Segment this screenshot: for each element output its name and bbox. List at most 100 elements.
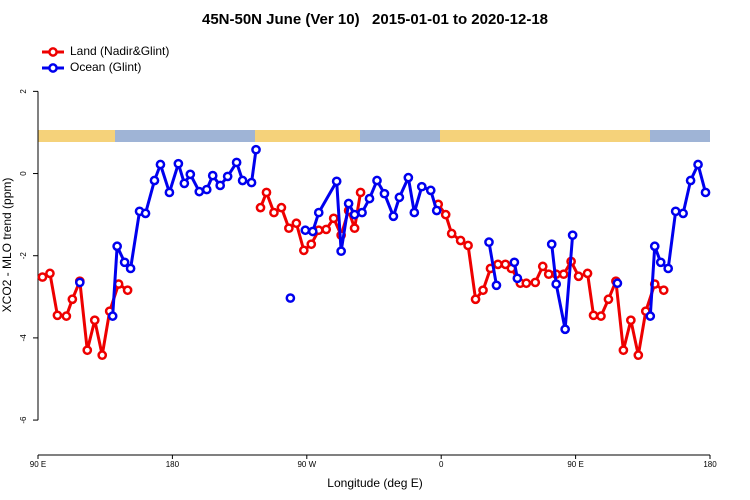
data-point — [173, 158, 184, 169]
data-point — [425, 185, 436, 196]
data-point — [379, 188, 390, 199]
data-point — [37, 272, 48, 282]
data-point — [645, 311, 656, 321]
data-point — [343, 198, 354, 209]
data-point — [331, 176, 342, 187]
x-tick-label: 90 E — [30, 460, 46, 469]
ocean-strip — [650, 130, 710, 142]
data-point — [285, 293, 296, 303]
data-point — [388, 211, 399, 222]
data-point — [693, 159, 703, 170]
y-tick-label: -2 — [19, 252, 28, 260]
data-point — [307, 226, 318, 237]
data-point — [237, 175, 248, 186]
data-point — [67, 294, 78, 305]
data-point — [596, 311, 606, 321]
data-point — [284, 223, 294, 234]
data-point — [649, 241, 660, 252]
chart-title: 45N-50N June (Ver 10) 2015-01-01 to 2020… — [202, 11, 548, 28]
x-tick-label: 90 W — [297, 460, 316, 469]
data-point — [546, 239, 557, 250]
data-point — [521, 278, 532, 289]
data-point — [52, 310, 63, 321]
data-point — [478, 285, 488, 296]
data-point — [119, 257, 130, 268]
data-point — [543, 269, 554, 280]
data-point — [149, 175, 160, 186]
land-strip — [440, 130, 650, 142]
data-point — [612, 278, 623, 289]
data-point — [678, 208, 688, 219]
data-point — [626, 315, 636, 326]
data-point — [306, 239, 317, 250]
data-point — [560, 324, 570, 335]
land-ocean-strip — [38, 130, 710, 142]
legend-marker — [48, 47, 58, 57]
data-point — [185, 169, 196, 180]
data-point — [618, 345, 629, 356]
data-point — [298, 245, 309, 256]
data-point — [155, 159, 166, 170]
data-point — [357, 207, 367, 218]
data-point — [349, 223, 360, 234]
data-point — [446, 228, 457, 239]
data-point — [89, 315, 100, 326]
data-point — [588, 310, 599, 321]
x-tick-label: 90 E — [567, 460, 583, 469]
data-point — [207, 170, 218, 181]
data-point — [663, 263, 674, 274]
data-point — [512, 273, 523, 284]
data-point — [431, 205, 442, 216]
data-point — [582, 268, 593, 279]
data-point — [82, 345, 93, 356]
data-point — [300, 225, 311, 236]
data-point — [658, 285, 669, 296]
data-point — [140, 208, 151, 219]
data-point — [463, 240, 473, 251]
data-point — [112, 241, 122, 252]
y-tick-label: 2 — [19, 89, 28, 94]
data-point — [493, 259, 503, 270]
data-point — [455, 235, 466, 246]
data-point — [409, 207, 420, 218]
data-point — [416, 181, 427, 192]
data-point — [567, 230, 578, 241]
data-point — [558, 269, 569, 280]
data-point — [700, 187, 711, 198]
x-axis-label: Longitude (deg E) — [327, 476, 422, 490]
ocean-strip — [115, 130, 255, 142]
data-point — [551, 279, 562, 289]
data-point — [125, 263, 136, 274]
x-tick-label: 0 — [439, 460, 444, 469]
data-point — [349, 209, 360, 220]
data-point — [655, 257, 666, 268]
data-point — [261, 187, 272, 198]
data-point — [276, 202, 287, 213]
data-point — [321, 224, 332, 235]
data-point — [179, 178, 190, 189]
data-point — [255, 202, 266, 213]
data-point — [355, 187, 366, 198]
data-point — [251, 144, 261, 155]
data-point — [403, 172, 414, 183]
x-tick-label: 180 — [166, 460, 180, 469]
y-tick-label: -6 — [19, 416, 28, 424]
data-point — [107, 311, 118, 321]
data-point — [222, 171, 233, 182]
x-tick-label: 180 — [703, 460, 717, 469]
data-point — [670, 206, 681, 217]
data-point — [484, 237, 494, 248]
data-point — [440, 209, 451, 220]
data-point — [45, 268, 55, 279]
data-point — [313, 207, 324, 218]
land-strip — [38, 130, 115, 142]
data-point — [215, 180, 226, 191]
y-tick-label: 0 — [19, 171, 28, 176]
data-point — [269, 207, 279, 218]
legend-marker — [48, 63, 58, 73]
data-point — [470, 294, 481, 305]
data-point — [164, 187, 175, 198]
data-point — [603, 294, 614, 305]
data-point — [194, 186, 205, 197]
